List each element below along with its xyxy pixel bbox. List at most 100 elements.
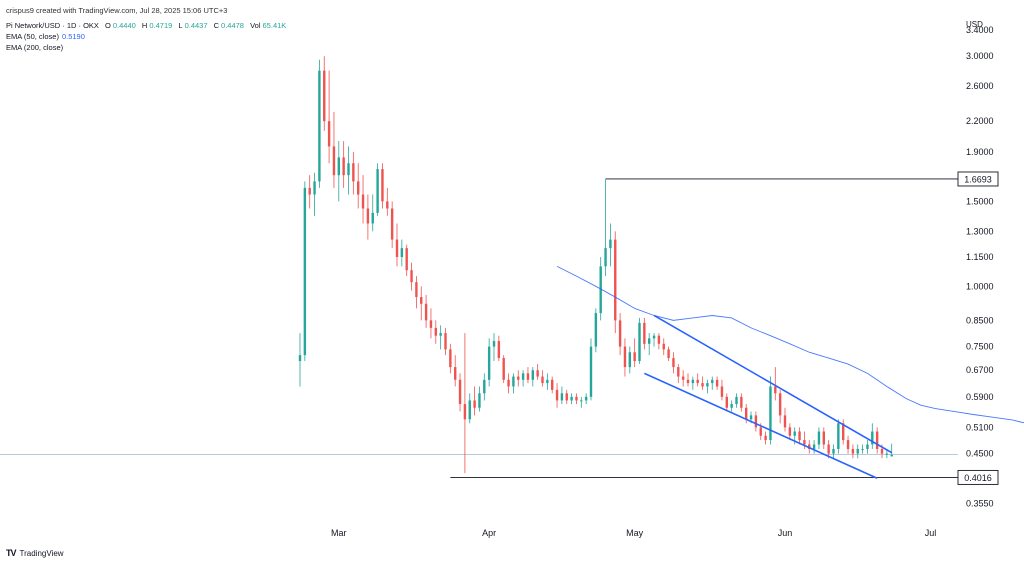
- y-tick-label: 2.6000: [966, 81, 994, 91]
- candle-body: [604, 248, 607, 267]
- candle-body: [575, 396, 578, 401]
- candle-body: [657, 335, 661, 344]
- candle-body: [541, 376, 544, 384]
- candle-body: [308, 187, 311, 195]
- candle-body: [376, 169, 379, 213]
- candle-body: [303, 187, 307, 356]
- candle-body: [842, 423, 845, 441]
- candle-body: [313, 181, 316, 195]
- candle-body: [487, 346, 491, 380]
- candle-body: [449, 349, 452, 368]
- candle-body: [323, 70, 326, 122]
- x-tick-label: Mar: [331, 528, 347, 538]
- candle-body: [681, 376, 685, 380]
- x-tick-label: May: [626, 528, 644, 538]
- level-price-tag: [957, 469, 999, 485]
- candle-body: [594, 313, 598, 347]
- x-tick-label: Jul: [925, 528, 937, 538]
- x-tick-label: Jun: [778, 528, 793, 538]
- candle-body: [342, 157, 345, 176]
- candle-body: [720, 386, 724, 397]
- y-tick-label: 0.4500: [966, 449, 994, 459]
- candle-body: [410, 270, 413, 283]
- y-tick-label: 1.9000: [966, 147, 994, 157]
- candle-body: [551, 379, 554, 390]
- candle-body: [361, 194, 365, 209]
- volume-value: 65.41K: [262, 21, 287, 30]
- currency-label: USD: [966, 20, 983, 29]
- open-value: 0.4440: [112, 21, 136, 30]
- level-price-label: 0.4016: [964, 473, 992, 483]
- y-tick-label: 1.1500: [966, 252, 994, 262]
- candle-body: [492, 341, 496, 347]
- level-price-label: 1.6693: [964, 174, 992, 184]
- candle-body: [672, 358, 675, 368]
- candle-body: [890, 454, 893, 457]
- candle-body: [730, 404, 733, 408]
- candle-body: [395, 239, 399, 258]
- candle-body: [444, 333, 447, 350]
- tradingview-branding: TV TradingView: [6, 548, 64, 558]
- candle-body: [371, 212, 374, 224]
- candle-body: [570, 396, 573, 401]
- candle-body: [473, 400, 476, 408]
- candle-body: [463, 404, 467, 420]
- ema50-label: EMA (50, close): [6, 32, 59, 41]
- candle-body: [415, 282, 418, 298]
- candle-body: [517, 376, 520, 380]
- candle-body: [725, 396, 728, 408]
- y-tick-label: 3.0000: [966, 51, 994, 61]
- channel-upper-line: [653, 314, 893, 454]
- candle-body: [584, 396, 588, 401]
- candle-body: [478, 393, 481, 408]
- candle-body: [822, 431, 825, 445]
- candle-body: [614, 239, 617, 321]
- symbol-label[interactable]: Pi Network/USD · 1D · OKX: [6, 21, 99, 30]
- candle-body: [652, 335, 656, 339]
- candle-body: [628, 352, 631, 368]
- candle-body: [803, 440, 806, 445]
- candle-body: [497, 341, 501, 359]
- candle-body: [381, 169, 384, 202]
- ema200-label: EMA (200, close): [6, 43, 64, 52]
- candle-body: [774, 386, 777, 394]
- candle-body: [648, 338, 651, 344]
- ema200-row[interactable]: EMA (200, close): [6, 42, 286, 53]
- candle-body: [846, 440, 850, 449]
- candle-body: [546, 379, 549, 384]
- candle-body: [454, 367, 457, 380]
- candle-body: [565, 393, 568, 401]
- close-label: C: [213, 21, 220, 30]
- y-tick-label: 0.6700: [966, 365, 994, 375]
- candle-body: [778, 393, 782, 416]
- candle-body: [861, 448, 864, 450]
- candle-body: [298, 355, 302, 362]
- candle-body: [735, 396, 738, 405]
- candle-body: [512, 376, 515, 387]
- high-value: 0.4719: [149, 21, 173, 30]
- candle-body: [555, 389, 559, 401]
- tradingview-logo-icon: TV: [6, 548, 16, 558]
- candle-body: [745, 407, 748, 420]
- candle-body: [851, 448, 855, 454]
- candle-body: [812, 444, 816, 449]
- candle-body: [434, 327, 437, 336]
- ema50-row[interactable]: EMA (50, close) 0.5190: [6, 31, 286, 42]
- y-tick-label: 0.7500: [966, 342, 994, 352]
- y-tick-label: 1.3000: [966, 226, 994, 236]
- candle-body: [405, 248, 408, 271]
- candle-body: [759, 427, 762, 436]
- open-label: O: [105, 21, 111, 30]
- ema50-line: [556, 265, 1024, 424]
- candle-body: [832, 448, 835, 454]
- candle-body: [706, 383, 709, 387]
- candle-body: [769, 386, 772, 441]
- candle-body: [633, 352, 636, 362]
- candle-body: [439, 333, 442, 336]
- candle-body: [740, 396, 743, 408]
- close-value: 0.4478: [221, 21, 244, 30]
- candle-body: [468, 400, 471, 420]
- candle-body: [793, 431, 796, 436]
- candle-body: [458, 379, 462, 405]
